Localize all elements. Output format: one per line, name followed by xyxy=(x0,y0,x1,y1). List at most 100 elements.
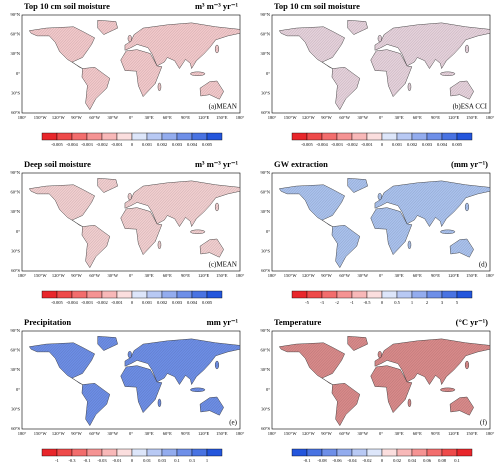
colorbar-box xyxy=(131,132,148,141)
lat-label: 30°S xyxy=(261,406,270,411)
lat-label: 0° xyxy=(266,71,270,76)
colorbar-box xyxy=(306,132,323,141)
colorbar-box xyxy=(396,448,413,457)
colorbar-box xyxy=(456,132,473,141)
panel-title: Top 10 cm soil moisture xyxy=(274,1,360,11)
colorbar-box xyxy=(161,290,178,299)
colorbar-tick-label: 0.04 xyxy=(408,458,417,463)
colorbar-tick-label: 0.01 xyxy=(143,458,151,463)
colorbar-tick-label: 0 xyxy=(131,142,134,147)
colorbar-tick-label: 0.02 xyxy=(393,458,401,463)
colorbar-tick-label: -0.1 xyxy=(83,458,90,463)
lat-label: 0° xyxy=(266,229,270,234)
colorbar-tick-label: -0.002 xyxy=(96,300,108,305)
colorbar-box xyxy=(396,132,413,141)
lat-label: 60°S xyxy=(11,268,20,273)
colorbar-tick-label: 3 xyxy=(441,300,444,305)
colorbar-box xyxy=(366,132,383,141)
lon-label: 120°E xyxy=(198,431,210,436)
colorbar-box xyxy=(306,290,323,299)
lon-label: 120°W xyxy=(52,115,66,120)
panel-units: mm yr⁻¹ xyxy=(207,317,239,327)
lon-label: 150°E xyxy=(466,115,478,120)
colorbar-box xyxy=(146,290,163,299)
lat-label: 60°S xyxy=(261,110,270,115)
colorbar-tick-label: 0.06 xyxy=(423,458,432,463)
lon-label: 150°E xyxy=(216,115,228,120)
lon-label: 180° xyxy=(18,431,27,436)
colorbar-tick-label: -0.002 xyxy=(346,142,358,147)
panel: Deep soil moisture m³ m⁻³ yr⁻¹ (c)MEAN 90°N… xyxy=(10,159,244,305)
lon-label: 90°E xyxy=(431,431,440,436)
lat-label: 90°N xyxy=(260,12,270,17)
lon-label: 150°E xyxy=(466,273,478,278)
lon-label: 60°E xyxy=(413,273,422,278)
colorbar-tick-label: -0.004 xyxy=(66,300,78,305)
lon-label: 30°E xyxy=(395,431,404,436)
colorbar-box xyxy=(291,448,308,457)
lat-label: 30°S xyxy=(261,248,270,253)
lon-label: 180° xyxy=(18,115,27,120)
colorbar-box xyxy=(56,132,73,141)
colorbar-box xyxy=(351,448,368,457)
lon-label: 180° xyxy=(486,115,495,120)
colorbar-tick-label: 0 xyxy=(131,300,134,305)
colorbar-tick-label: -3 xyxy=(320,300,324,305)
colorbar-tick-label: 0.005 xyxy=(452,142,463,147)
colorbar-box xyxy=(41,290,58,299)
colorbar-tick-label: -0.005 xyxy=(51,142,63,147)
colorbar-box xyxy=(291,290,308,299)
lon-label: 180° xyxy=(268,115,277,120)
colorbar-box xyxy=(176,448,193,457)
lon-label: 120°E xyxy=(198,273,210,278)
lon-label: 60°E xyxy=(163,431,172,436)
colorbar-box xyxy=(336,132,353,141)
lon-label: 60°W xyxy=(89,431,100,436)
colorbar-tick-label: 0 xyxy=(131,458,134,463)
lon-label: 0° xyxy=(129,431,133,436)
lon-label: 180° xyxy=(236,115,245,120)
colorbar-box xyxy=(441,448,458,457)
lon-label: 180° xyxy=(268,431,277,436)
lon-label: 90°W xyxy=(321,273,332,278)
colorbar-tick-label: 5 xyxy=(456,300,459,305)
lon-label: 60°E xyxy=(163,115,172,120)
lon-label: 180° xyxy=(486,273,495,278)
lon-label: 150°E xyxy=(216,273,228,278)
colorbar-box xyxy=(116,132,133,141)
colorbar-box xyxy=(101,290,118,299)
lon-label: 90°W xyxy=(71,273,82,278)
colorbar-box xyxy=(146,132,163,141)
panel: GW extraction (mm yr⁻¹) (d) 90°N 60°N 30°N 0° 3… xyxy=(260,159,494,305)
colorbar-tick-label: 0.002 xyxy=(157,142,167,147)
colorbar-box xyxy=(206,448,223,457)
lon-label: 90°E xyxy=(431,273,440,278)
lat-label: 0° xyxy=(266,387,270,392)
lon-label: 90°E xyxy=(181,431,190,436)
lat-label: 90°N xyxy=(260,328,270,333)
colorbar-tick-label: -0.08 xyxy=(317,458,327,463)
colorbar-box xyxy=(381,132,398,141)
lon-label: 0° xyxy=(379,273,383,278)
colorbar-tick-label: -0.001 xyxy=(111,142,123,147)
colorbar-tick-label: 0 xyxy=(381,300,384,305)
lon-label: 90°W xyxy=(71,431,82,436)
colorbar-tick-label: 0.3 xyxy=(189,458,195,463)
lon-label: 30°W xyxy=(108,115,119,120)
colorbar-tick-label: 0.004 xyxy=(187,142,198,147)
lat-label: 30°N xyxy=(10,51,20,56)
lon-label: 0° xyxy=(129,115,133,120)
colorbar-tick-label: -0.02 xyxy=(362,458,371,463)
lon-label: 30°E xyxy=(145,273,154,278)
colorbar-box xyxy=(71,290,88,299)
colorbar-box xyxy=(56,448,73,457)
colorbar-box xyxy=(291,132,308,141)
colorbar-box xyxy=(426,448,443,457)
colorbar-tick-label: 0.08 xyxy=(438,458,447,463)
lon-label: 180° xyxy=(18,273,27,278)
colorbar-tick-label: 0.003 xyxy=(422,142,433,147)
colorbar-box xyxy=(441,290,458,299)
colorbar-box xyxy=(306,448,323,457)
lat-label: 0° xyxy=(16,71,20,76)
lon-label: 150°W xyxy=(34,115,48,120)
